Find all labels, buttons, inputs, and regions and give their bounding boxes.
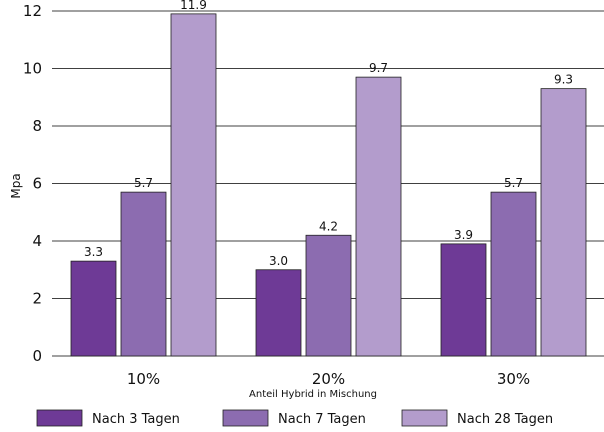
bar <box>170 13 217 357</box>
data-label: 3.0 <box>269 254 288 268</box>
data-label: 3.3 <box>84 245 103 259</box>
bar <box>120 191 167 357</box>
bar <box>305 234 352 357</box>
data-label: 9.7 <box>369 61 388 75</box>
data-labels: 3.3 5.7 11.9 3.0 4.2 9.7 3.9 5.7 9.3 <box>84 0 573 268</box>
x-category-label: 30% <box>497 370 530 388</box>
legend-swatch <box>36 409 83 427</box>
x-axis-categories: 10% 20% 30% <box>127 370 530 388</box>
bar <box>440 243 487 357</box>
y-tick-label: 12 <box>23 2 42 20</box>
legend-item: Nach 3 Tagen <box>36 409 180 427</box>
y-axis-ticks: 0 2 4 6 8 10 12 <box>23 2 42 365</box>
y-tick-label: 6 <box>32 175 42 193</box>
legend-label: Nach 7 Tagen <box>278 412 366 427</box>
data-label: 3.9 <box>454 228 473 242</box>
bar <box>540 88 587 357</box>
data-label: 5.7 <box>504 176 523 190</box>
bar <box>70 260 117 357</box>
bar <box>255 269 302 357</box>
bar <box>490 191 537 357</box>
y-axis-title: Mpa <box>9 173 23 198</box>
legend-swatch <box>222 409 269 427</box>
legend: Nach 3 Tagen Nach 7 Tagen Nach 28 Tagen <box>36 409 553 427</box>
x-category-label: 10% <box>127 370 160 388</box>
y-tick-label: 2 <box>32 290 42 308</box>
data-label: 5.7 <box>134 176 153 190</box>
legend-label: Nach 28 Tagen <box>457 412 553 427</box>
legend-swatch <box>401 409 448 427</box>
x-category-label: 20% <box>312 370 345 388</box>
y-tick-label: 10 <box>23 60 42 78</box>
y-tick-label: 4 <box>32 232 42 250</box>
legend-label: Nach 3 Tagen <box>92 412 180 427</box>
y-tick-label: 0 <box>32 347 42 365</box>
data-label: 4.2 <box>319 219 338 233</box>
bar <box>355 76 402 357</box>
x-axis-title: Anteil Hybrid in Mischung <box>249 389 377 400</box>
data-label: 11.9 <box>180 0 207 12</box>
y-tick-label: 8 <box>32 117 42 135</box>
data-label: 9.3 <box>554 73 573 87</box>
bars <box>70 13 587 357</box>
legend-item: Nach 28 Tagen <box>401 409 553 427</box>
legend-item: Nach 7 Tagen <box>222 409 366 427</box>
